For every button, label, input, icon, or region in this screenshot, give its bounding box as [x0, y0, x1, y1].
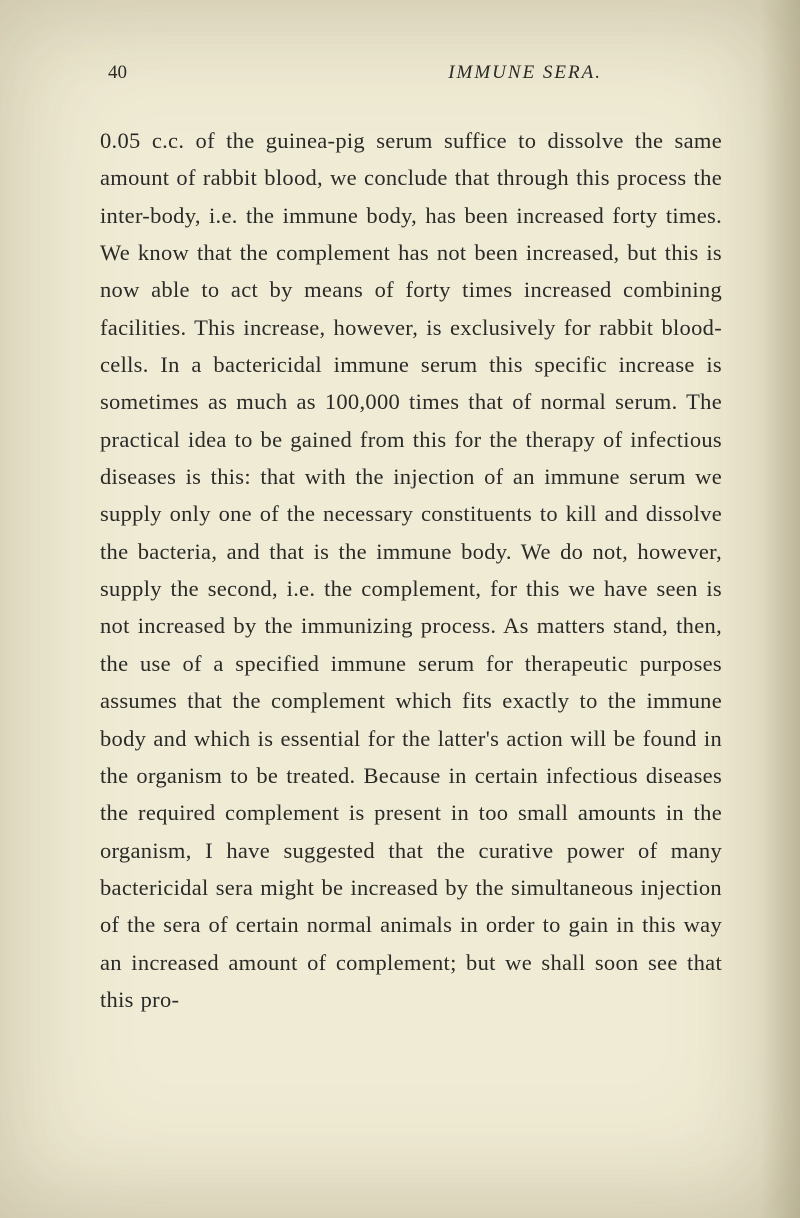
page-container: 40 IMMUNE SERA. 0.05 c.c. of the guinea-… [0, 0, 800, 1218]
page-header: 40 IMMUNE SERA. [100, 62, 722, 84]
page-title: IMMUNE SERA. [448, 62, 602, 84]
body-paragraph: 0.05 c.c. of the guinea-pig serum suffic… [100, 122, 722, 1018]
page-number: 40 [108, 62, 127, 84]
